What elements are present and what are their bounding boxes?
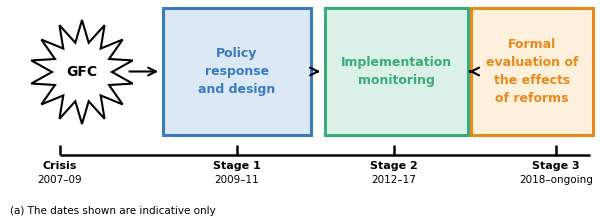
Text: Stage 3: Stage 3 — [532, 161, 580, 171]
Text: (a) The dates shown are indicative only: (a) The dates shown are indicative only — [10, 206, 216, 216]
Text: 2009–11: 2009–11 — [215, 175, 259, 185]
Text: GFC: GFC — [67, 65, 98, 79]
Text: Stage 2: Stage 2 — [370, 161, 418, 171]
Polygon shape — [31, 20, 133, 124]
Text: Formal
evaluation of
the effects
of reforms: Formal evaluation of the effects of refo… — [486, 38, 578, 105]
Text: Implementation
monitoring: Implementation monitoring — [341, 56, 452, 87]
Text: Stage 1: Stage 1 — [213, 161, 261, 171]
FancyBboxPatch shape — [471, 8, 593, 135]
Text: Policy
response
and design: Policy response and design — [199, 47, 275, 96]
Text: 2018–ongoing: 2018–ongoing — [519, 175, 593, 185]
Text: 2007–09: 2007–09 — [38, 175, 82, 185]
FancyBboxPatch shape — [163, 8, 311, 135]
Text: 2012–17: 2012–17 — [371, 175, 416, 185]
FancyBboxPatch shape — [325, 8, 468, 135]
Text: Crisis: Crisis — [43, 161, 77, 171]
